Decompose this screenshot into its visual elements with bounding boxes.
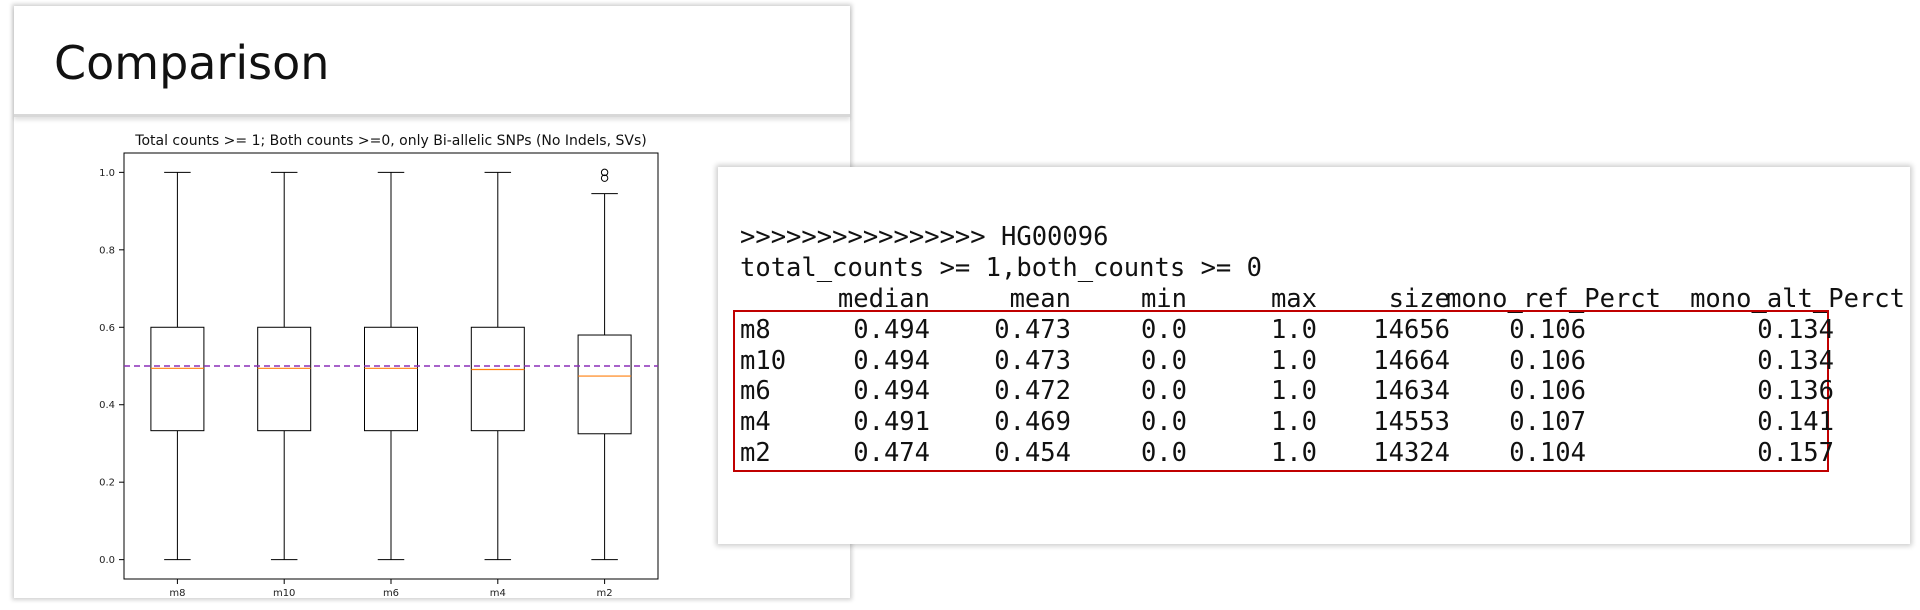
table-cell: 0.474 (853, 437, 930, 468)
box-m6 (364, 326, 418, 432)
filter-description: total_counts >= 1,both_counts >= 0 (740, 253, 1262, 283)
row-label: m2 (740, 437, 771, 468)
table-cell: 0.491 (853, 407, 930, 438)
table-cell: 0.472 (994, 376, 1071, 407)
table-row: m4 0.491 0.469 0.0 1.0 14553 0.107 0.141 (740, 407, 1905, 437)
x-tick-label: m2 (597, 588, 613, 598)
y-tick-label: 0.6 (99, 323, 115, 334)
table-cell: 1.0 (1270, 376, 1317, 407)
y-tick-label: 0.8 (99, 245, 115, 256)
table-cell: 0.0 (1140, 376, 1187, 407)
row-label: m6 (740, 376, 771, 407)
table-cell: 0.104 (1509, 437, 1586, 468)
slide-header: Comparison (14, 6, 850, 117)
table-cell: 0.473 (994, 345, 1071, 376)
column-header: min (1140, 284, 1187, 314)
table-cell: 0.106 (1509, 315, 1586, 345)
column-header: mean (1009, 284, 1071, 314)
table-cell: 0.107 (1509, 407, 1586, 438)
column-header: median (837, 284, 930, 314)
column-header: size (1388, 284, 1450, 314)
chart-title: Total counts >= 1; Both counts >=0, only… (134, 133, 646, 149)
table-cell: 14664 (1373, 345, 1450, 376)
column-header: mono_ref_Perct (1446, 284, 1661, 314)
row-label: m4 (740, 407, 771, 438)
table-cell: 14324 (1373, 437, 1450, 468)
row-label: m8 (740, 315, 771, 345)
table-cell: 0.106 (1509, 376, 1586, 407)
table-column-headers: median mean min max size mono_ref_Perct mono_a… (740, 284, 1905, 314)
table-cell: 0.134 (1757, 315, 1834, 345)
x-tick-label: m10 (273, 588, 295, 598)
column-header: max (1270, 284, 1317, 314)
x-tick-label: m4 (490, 588, 506, 598)
y-tick-label: 0.4 (99, 400, 115, 411)
outlier-point (600, 168, 609, 177)
table-cell: 0.141 (1757, 407, 1834, 438)
y-tick-label: 1.0 (99, 168, 115, 179)
table-cell: 0.494 (853, 315, 930, 345)
box-m10 (257, 326, 312, 432)
table-cell: 1.0 (1270, 345, 1317, 376)
table-row: m2 0.474 0.454 0.0 1.0 14324 0.104 0.157 (740, 438, 1905, 468)
box-m8 (150, 326, 205, 432)
x-tick-label: m6 (383, 588, 399, 598)
column-header: mono_alt_Perct (1690, 284, 1905, 314)
table-cell: 0.0 (1140, 437, 1187, 468)
box-m2 (577, 334, 632, 435)
box-m4 (470, 326, 525, 432)
y-tick-label: 0.2 (99, 478, 115, 489)
table-row: m10 0.494 0.473 0.0 1.0 14664 0.106 0.134 (740, 346, 1905, 376)
row-label: m10 (740, 345, 787, 376)
y-tick-label: 0.0 (99, 555, 115, 566)
dataframe-output: >>>>>>>>>>>>>>>> HG00096 total_counts >=… (718, 167, 1910, 544)
outlier-point (600, 174, 609, 182)
table-cell: 0.157 (1757, 437, 1834, 468)
table-cell: 1.0 (1270, 407, 1317, 438)
table-cell: 0.494 (853, 345, 930, 376)
table-cell: 0.473 (994, 315, 1071, 345)
slide-title: Comparison (54, 36, 330, 90)
table-cell: 14656 (1373, 315, 1450, 345)
table-cell: 0.0 (1140, 315, 1187, 345)
slide-card: Comparison Total counts >= 1; Both count… (14, 6, 850, 598)
table-cell: 14634 (1373, 376, 1450, 407)
table-cell: 1.0 (1270, 437, 1317, 468)
highlight-box (733, 310, 1829, 472)
table-cell: 1.0 (1270, 315, 1317, 345)
sample-header: >>>>>>>>>>>>>>>> HG00096 (740, 222, 1109, 252)
table-cell: 0.136 (1757, 376, 1834, 407)
table-row: m8 0.494 0.473 0.0 1.0 14656 0.106 0.134 (740, 315, 1905, 345)
table-cell: 0.0 (1140, 407, 1187, 438)
table-cell: 0.454 (994, 437, 1071, 468)
table-cell: 0.469 (994, 407, 1071, 438)
table-cell: 0.106 (1509, 345, 1586, 376)
box-plot-chart: Total counts >= 1; Both counts >=0, only… (99, 133, 659, 598)
table-cell: 14553 (1373, 407, 1450, 438)
table-cell: 0.494 (853, 376, 930, 407)
table-cell: 0.0 (1140, 345, 1187, 376)
x-tick-label: m8 (169, 588, 185, 598)
table-cell: 0.134 (1757, 345, 1834, 376)
table-row: m6 0.494 0.472 0.0 1.0 14634 0.106 0.136 (740, 376, 1905, 406)
